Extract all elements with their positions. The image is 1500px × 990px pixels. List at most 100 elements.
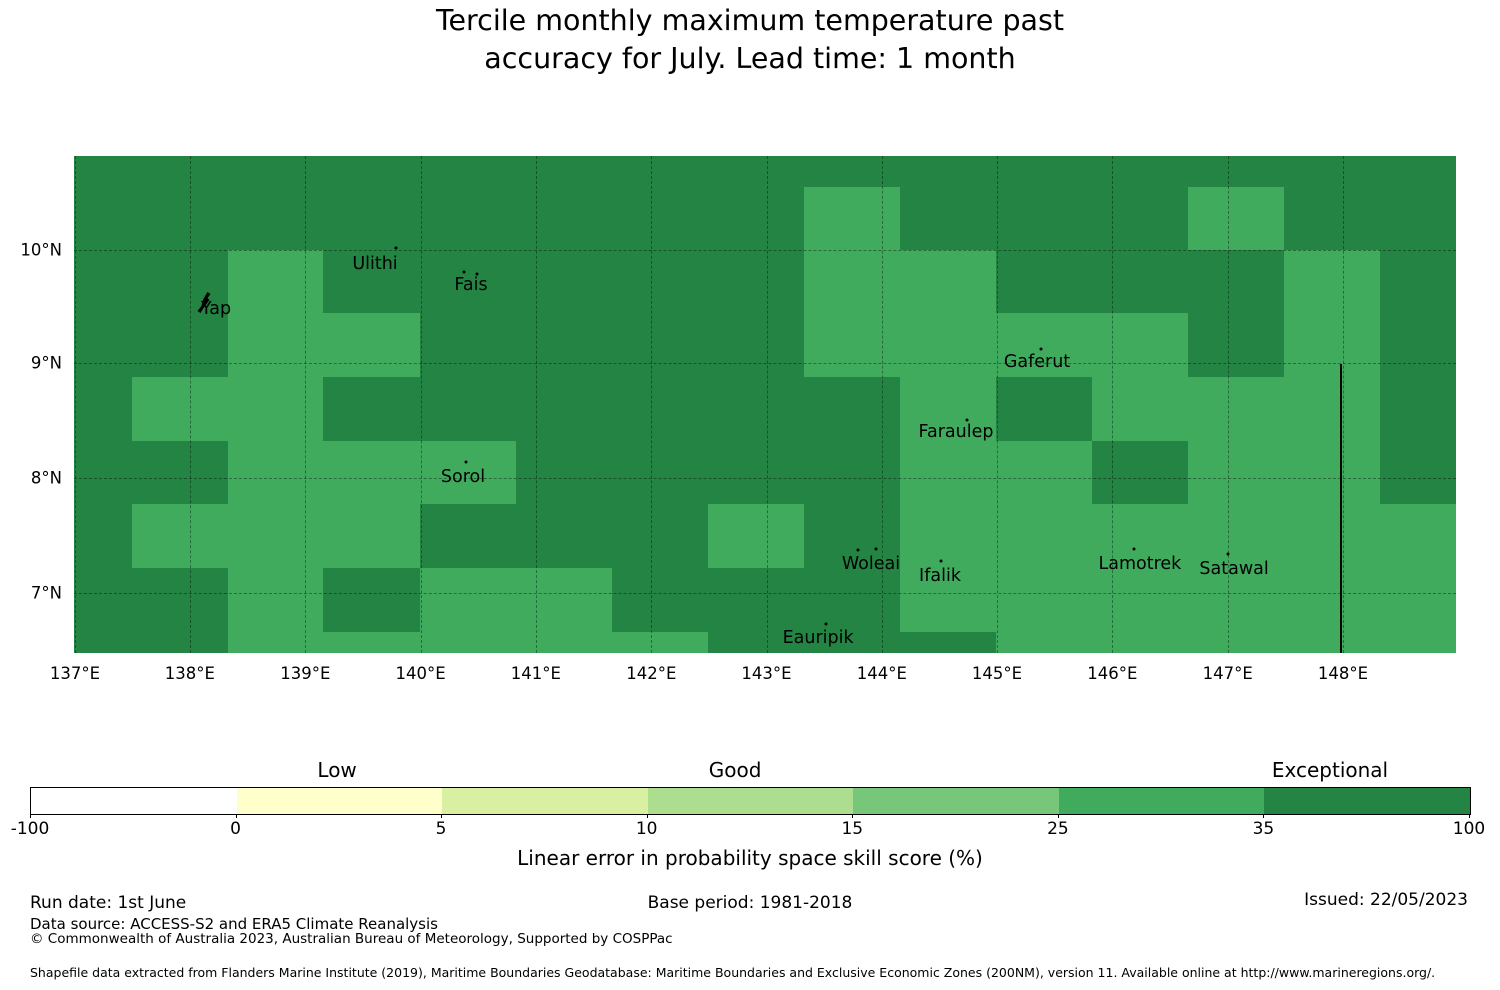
map-cell [1092, 313, 1189, 378]
map-cell [804, 504, 901, 569]
map-cell [996, 187, 1093, 251]
map-cell [804, 568, 901, 633]
atoll-dot [939, 559, 943, 563]
colorbar-segment [1264, 788, 1471, 814]
map-cell [516, 156, 613, 188]
map-cell [132, 441, 229, 505]
map-cell [74, 377, 133, 442]
map-cell [900, 313, 997, 378]
map-cell [707, 568, 805, 633]
map-cell [612, 187, 709, 251]
x-tick-label: 143°E [741, 664, 792, 683]
map-cell [1188, 187, 1285, 251]
y-tick-label: 8°N [30, 468, 62, 488]
map-cell [323, 568, 421, 633]
map-cell [900, 504, 997, 569]
island-label-lamotrek: Lamotrek [1098, 554, 1182, 574]
map-cell [1092, 377, 1189, 442]
map-cell [1284, 504, 1381, 569]
colorbar-tick-mark [852, 814, 854, 818]
island-label-ifalik: Ifalik [919, 566, 961, 586]
map-cell [612, 568, 709, 633]
graticule-meridian [1343, 156, 1344, 653]
map-cell [323, 377, 421, 442]
x-tick-label: 145°E [971, 664, 1023, 683]
colorbar-category-label: Good [708, 758, 762, 782]
colorbar-tick-mark [30, 814, 31, 818]
map-cell [612, 632, 709, 653]
island-label-ulithi: Ulithi [352, 254, 398, 274]
map-cell [996, 504, 1093, 569]
copyright-text: © Commonwealth of Australia 2023, Austra… [30, 931, 673, 947]
map-cell [612, 504, 709, 569]
atoll-dot [462, 270, 466, 274]
map-cell [1380, 313, 1456, 378]
map-cell [804, 313, 901, 378]
data-source-text: Data source: ACCESS-S2 and ERA5 Climate … [30, 915, 438, 933]
title-line-1: Tercile monthly maximum temperature past [435, 4, 1065, 37]
atoll-dot [1039, 347, 1043, 351]
map-cell [227, 504, 324, 569]
colorbar-segment [236, 788, 443, 814]
x-tick-label: 140°E [395, 664, 446, 683]
map-cell [996, 632, 1093, 653]
map-cell [323, 250, 421, 314]
map-cell [1284, 313, 1381, 378]
map-cell [804, 632, 901, 653]
map-cell [420, 377, 517, 442]
base-period-text: Base period: 1981-2018 [647, 893, 853, 913]
atoll-dot [394, 246, 398, 250]
map-cell [900, 377, 997, 442]
map-cell [132, 313, 229, 378]
map-cell [74, 632, 133, 653]
map-cell [420, 632, 517, 653]
graticule-meridian [651, 156, 653, 653]
map-cell [420, 568, 517, 633]
map-cell [323, 441, 421, 505]
map-cell [132, 377, 229, 442]
colorbar-tick-mark [1057, 814, 1059, 818]
page-title: Tercile monthly maximum temperature past… [0, 2, 1500, 78]
map-cell [323, 313, 421, 378]
map-cell [420, 187, 517, 251]
map-cell [996, 377, 1093, 442]
map-cell [1380, 568, 1456, 633]
map-cell [1188, 632, 1285, 653]
map-cell [323, 187, 421, 251]
graticule-parallel [74, 478, 1456, 479]
map-cell [707, 377, 805, 442]
map-cell [1380, 250, 1456, 314]
issued-date-text: Issued: 22/05/2023 [1304, 890, 1468, 910]
map-canvas: Yap Ulithi Fais Sorol Gaferut Faraulep Woleai I… [74, 156, 1456, 653]
map-cell [1092, 156, 1189, 188]
y-tick-label: 10°N [20, 240, 62, 260]
map-cell [227, 632, 324, 653]
run-date-text: Run date: 1st June [30, 893, 187, 913]
map-cell [1092, 568, 1189, 633]
x-tick-label: 146°E [1087, 664, 1138, 683]
x-tick-label: 139°E [280, 664, 331, 683]
map-cell [1092, 187, 1189, 251]
map-cell [1284, 250, 1381, 314]
map-cell [707, 441, 805, 505]
x-tick-label: 147°E [1202, 664, 1253, 683]
map-cell [323, 632, 421, 653]
graticule-meridian [305, 156, 307, 653]
map-cell [1284, 568, 1381, 633]
map-cell [420, 313, 517, 378]
map-cell [996, 156, 1093, 188]
map-cell [516, 187, 613, 251]
map-cell [516, 313, 613, 378]
graticule-meridian [189, 156, 191, 653]
map-cell [132, 632, 229, 653]
colorbar-tick-label: 25 [1047, 819, 1069, 839]
map-cell [227, 156, 324, 188]
map-cell [74, 250, 133, 314]
island-label-gaferut: Gaferut [1003, 352, 1071, 372]
map-cell [132, 504, 229, 569]
graticule-meridian [881, 156, 883, 653]
map-cell [1284, 156, 1381, 188]
island-label-eauripik: Eauripik [782, 628, 854, 648]
map-cell [132, 187, 229, 251]
map-cell [420, 156, 517, 188]
